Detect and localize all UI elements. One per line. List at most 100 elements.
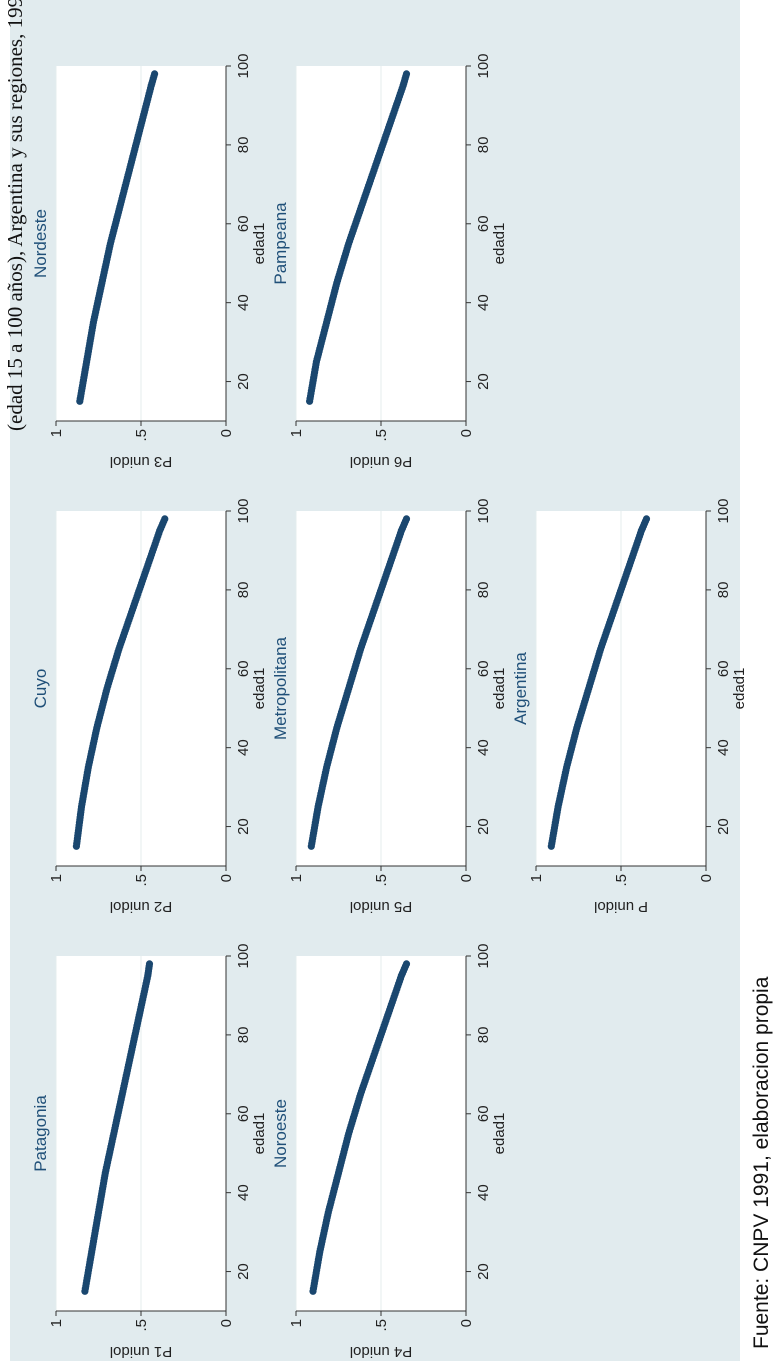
y-axis-title: P6 unidol <box>350 453 413 470</box>
x-tick-label: 60 <box>235 1105 252 1122</box>
y-tick-label: 1 <box>288 1319 305 1327</box>
panel-argentina: Argentina 0 .5 1 20 40 60 80 100 edad1 P unidol <box>511 498 748 915</box>
x-axis-title: edad1 <box>731 668 748 710</box>
x-tick-label: 60 <box>475 660 492 677</box>
x-axis-title: edad1 <box>251 223 268 265</box>
y-tick-label: 0 <box>458 874 475 882</box>
scatter-series <box>306 70 411 405</box>
x-tick-label: 20 <box>235 818 252 835</box>
panel-title: Argentina <box>511 652 530 725</box>
scatter-series <box>76 70 159 405</box>
y-tick-label: 1 <box>528 874 545 882</box>
y-tick-label: 0 <box>698 874 715 882</box>
x-tick-label: 100 <box>235 943 252 968</box>
panel-noroeste: Noroeste 0 .5 1 20 40 60 80 100 edad1 P4 unidol <box>271 943 508 1360</box>
y-tick-label: .5 <box>133 429 150 442</box>
panel-title: Metropolitana <box>271 636 290 740</box>
y-tick-label: 1 <box>288 874 305 882</box>
x-tick-label: 60 <box>475 215 492 232</box>
y-tick-label: 0 <box>218 1319 235 1327</box>
x-tick-label: 80 <box>235 1027 252 1044</box>
panel-title: Noroeste <box>271 1099 290 1168</box>
x-tick-label: 20 <box>715 818 732 835</box>
scatter-point <box>402 960 411 968</box>
scatter-point <box>402 515 411 523</box>
scatter-series <box>547 515 651 850</box>
panel-metropolitana: Metropolitana 0 .5 1 20 40 60 80 100 edad1 P5 unid… <box>271 498 508 915</box>
x-tick-label: 80 <box>475 1027 492 1044</box>
x-tick-label: 100 <box>475 53 492 78</box>
panel-pampeana: Pampeana 0 .5 1 20 40 60 80 100 edad1 P6 unidol <box>271 53 508 470</box>
x-tick-label: 80 <box>475 137 492 154</box>
x-tick-label: 20 <box>475 1263 492 1280</box>
scatter-point <box>402 70 411 78</box>
scatter-series <box>81 960 154 1295</box>
y-tick-label: .5 <box>373 429 390 442</box>
x-axis-title: edad1 <box>491 1113 508 1155</box>
figure-title-fragment: (edad 15 a 100 años), Argentina y sus re… <box>3 0 27 431</box>
x-tick-label: 20 <box>475 818 492 835</box>
x-tick-label: 40 <box>235 294 252 311</box>
scatter-series <box>309 960 411 1295</box>
y-tick-label: 0 <box>458 1319 475 1327</box>
y-axis-title: P1 unidol <box>110 1343 173 1360</box>
y-axis-title: P unidol <box>594 898 648 915</box>
x-tick-label: 20 <box>235 1263 252 1280</box>
x-tick-label: 20 <box>235 373 252 390</box>
x-axis-title: edad1 <box>251 1113 268 1155</box>
x-tick-label: 20 <box>475 373 492 390</box>
y-tick-label: 1 <box>48 429 65 437</box>
scatter-series <box>307 515 411 850</box>
x-tick-label: 60 <box>715 660 732 677</box>
y-tick-label: .5 <box>133 874 150 887</box>
y-axis-title: P4 unidol <box>350 1343 413 1360</box>
y-axis-title: P2 unidol <box>110 898 173 915</box>
x-tick-label: 100 <box>235 498 252 523</box>
panel-cuyo: Cuyo 0 .5 1 20 40 60 80 100 edad1 P2 unidol <box>31 498 268 915</box>
x-axis-title: edad1 <box>251 668 268 710</box>
panel-patagonia: Patagonia 0 .5 1 20 40 60 80 100 edad1 P1 unidol <box>31 943 268 1360</box>
panel-title: Nordeste <box>31 209 50 278</box>
panel-title: Patagonia <box>31 1095 50 1172</box>
x-tick-label: 80 <box>715 582 732 599</box>
x-axis-title: edad1 <box>491 668 508 710</box>
x-tick-label: 100 <box>475 943 492 968</box>
scatter-series <box>72 515 169 850</box>
y-tick-label: .5 <box>613 874 630 887</box>
x-tick-label: 100 <box>475 498 492 523</box>
y-tick-label: .5 <box>133 1319 150 1332</box>
y-tick-label: .5 <box>373 874 390 887</box>
scatter-point <box>642 515 651 523</box>
scatter-point <box>161 515 169 523</box>
scatter-point <box>151 70 159 78</box>
x-tick-label: 100 <box>715 498 732 523</box>
scatter-point <box>145 960 154 968</box>
x-tick-label: 60 <box>235 660 252 677</box>
y-tick-label: 1 <box>288 429 305 437</box>
rotated-figure: (edad 15 a 100 años), Argentina y sus re… <box>3 0 773 1361</box>
y-axis-title: P3 unidol <box>110 453 173 470</box>
y-tick-label: 0 <box>458 429 475 437</box>
x-tick-label: 60 <box>475 1105 492 1122</box>
panel-title: Cuyo <box>31 669 50 709</box>
x-tick-label: 100 <box>235 53 252 78</box>
x-tick-label: 40 <box>235 1184 252 1201</box>
y-tick-label: 0 <box>218 429 235 437</box>
x-tick-label: 80 <box>235 582 252 599</box>
x-tick-label: 80 <box>235 137 252 154</box>
x-tick-label: 40 <box>475 1184 492 1201</box>
x-tick-label: 40 <box>475 739 492 756</box>
x-tick-label: 80 <box>475 582 492 599</box>
x-tick-label: 60 <box>235 215 252 232</box>
source-note: Fuente: CNPV 1991, elaboracion propia <box>750 976 773 1349</box>
panel-title: Pampeana <box>271 202 290 285</box>
x-tick-label: 40 <box>475 294 492 311</box>
y-tick-label: 1 <box>48 874 65 882</box>
x-tick-label: 40 <box>235 739 252 756</box>
y-tick-label: 1 <box>48 1319 65 1327</box>
y-axis-title: P5 unidol <box>350 898 413 915</box>
x-tick-label: 40 <box>715 739 732 756</box>
panel-nordeste: Nordeste 0 .5 1 20 40 60 80 100 edad1 P3 unidol <box>31 53 268 470</box>
